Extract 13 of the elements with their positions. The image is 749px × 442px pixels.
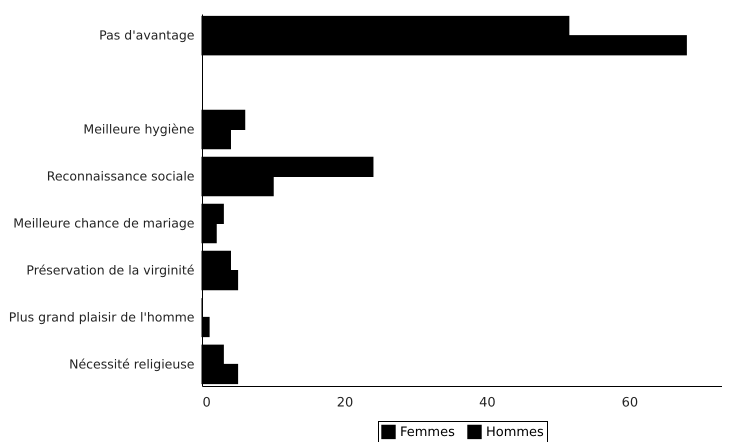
x-tick-label: 20 (336, 396, 354, 410)
y-tick-label: Préservation de la virginité (26, 262, 195, 278)
y-tick-label: Nécessité religieuse (69, 356, 195, 372)
legend-label: Hommes (486, 424, 544, 440)
x-tick-label: 0 (202, 396, 211, 410)
x-tick-label: 40 (479, 396, 496, 410)
y-tick-label: Plus grand plaisir de l'homme (8, 309, 195, 324)
y-tick-label: Meilleure hygiène (83, 122, 195, 137)
y-tick-label: Meilleure chance de mariage (13, 215, 195, 230)
y-tick-label: Reconnaissance sociale (46, 168, 195, 184)
legend-label: Femmes (400, 424, 456, 440)
x-tick-label: 60 (622, 396, 638, 410)
y-tick-label: Pas d'avantage (99, 28, 195, 43)
